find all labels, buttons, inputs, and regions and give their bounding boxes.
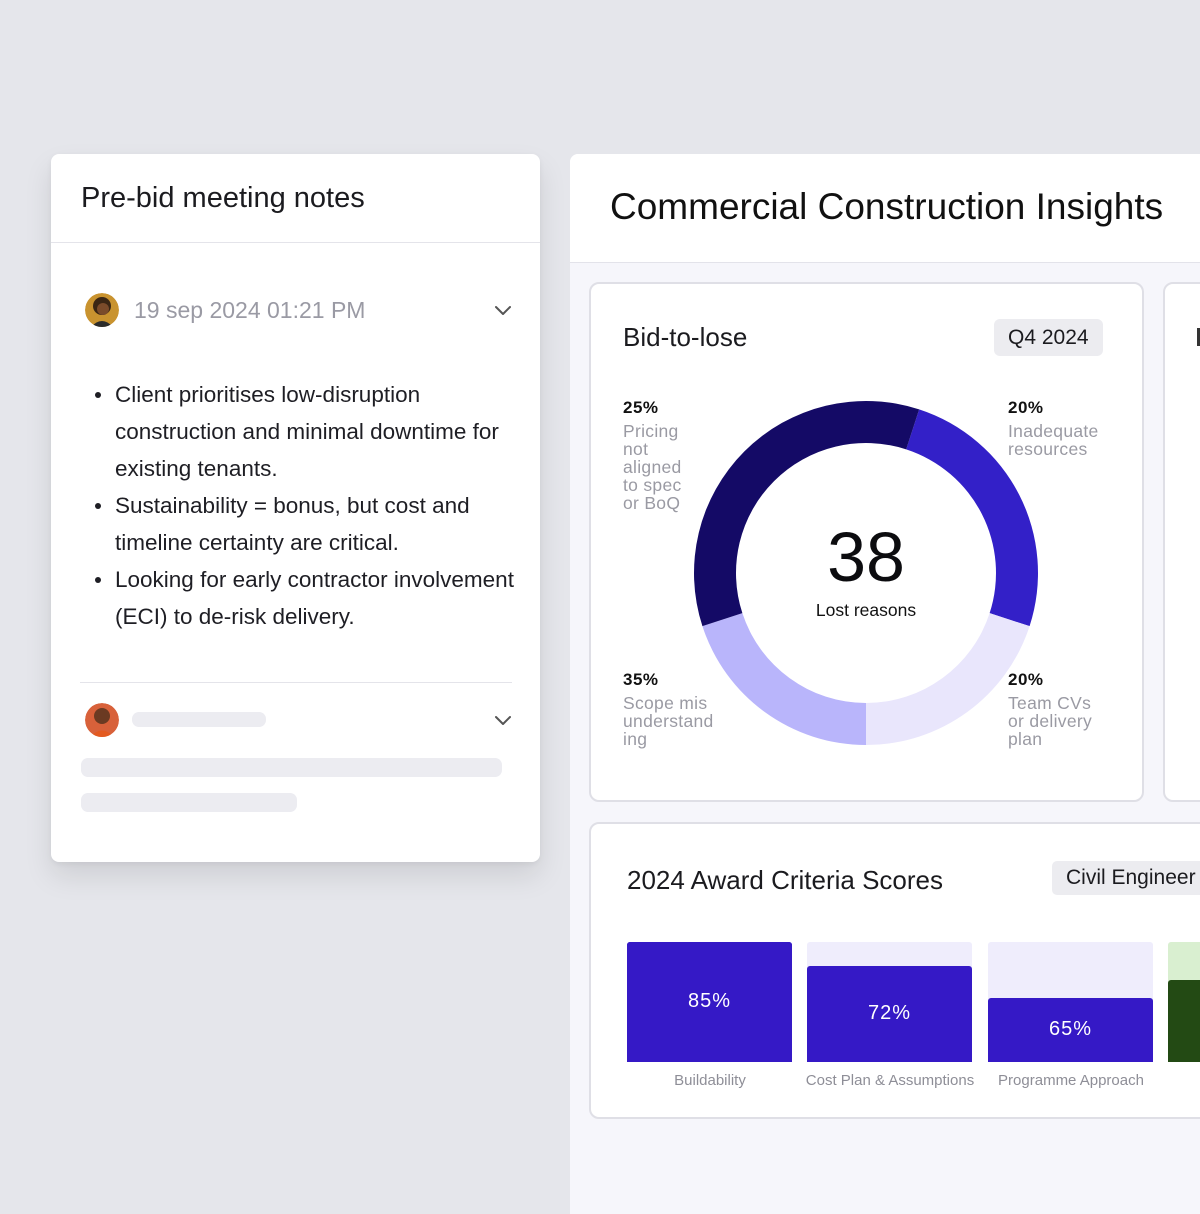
bar[interactable]: 85% [627,942,792,1062]
chevron-down-icon[interactable] [491,708,515,732]
loading-placeholder [81,758,502,777]
award-scores-card: 2024 Award Criteria Scores Civil Enginee… [589,822,1200,1119]
bar-track: 72% [807,942,972,1062]
divider [80,682,512,683]
bar-value-label: 85% [687,990,732,1012]
slice-label: Inadequate resources [1008,421,1099,459]
slice-pct: 20% [1008,398,1044,417]
note-bullet: Client prioritises low-disruption constr… [95,376,535,487]
note-entry-header[interactable]: 19 sep 2024 01:21 PM [85,290,515,330]
bid-to-lose-card: Bid-to-lose Q4 2024 38 Lost reasons 25% … [589,282,1144,802]
slice-pct: 20% [1008,670,1044,689]
bar-value-label: 65% [1048,1018,1093,1040]
side-card [1163,282,1200,802]
insights-header: Commercial Construction Insights [570,154,1200,263]
bar-value-label: 72% [867,1002,912,1024]
bar-track [1168,942,1200,1062]
note-bullet: Sustainability = bonus, but cost and tim… [95,487,535,561]
bar[interactable]: 65% [988,998,1153,1062]
donut-slice[interactable] [906,409,1038,627]
slice-pct: 25% [623,398,659,417]
card-title: Bid-to-lose [623,322,748,352]
period-selector[interactable]: Q4 2024 [994,319,1103,356]
note-entry-header-collapsed[interactable] [85,700,515,740]
category-filter[interactable]: Civil Engineer [1052,861,1200,895]
loading-placeholder [132,712,266,727]
bar-category-label: Cost Plan & Assumptions [805,1072,975,1089]
card-title: 2024 Award Criteria Scores [627,865,944,895]
notes-card: Pre-bid meeting notes 19 sep 2024 01:21 … [51,154,540,862]
avatar [85,703,119,737]
avatar [85,293,119,327]
donut-center-label: Lost reasons [815,600,917,620]
note-timestamp: 19 sep 2024 01:21 PM [134,297,366,323]
bar-category-label: Programme Approach [998,1072,1144,1089]
note-bullets: Client prioritises low-disruption constr… [95,376,535,635]
insights-title: Commercial Construction Insights [610,186,1164,227]
bar[interactable]: 72% [807,966,972,1062]
bar-track: 65% [988,942,1153,1062]
donut-slice[interactable] [702,613,866,745]
donut-slice[interactable] [694,401,920,627]
donut-center-value: 38 [827,518,905,596]
notes-header: Pre-bid meeting notes [51,154,540,243]
bar-category-label: Buildability [674,1072,746,1089]
loading-placeholder [81,793,297,812]
insights-panel: Commercial Construction Insights Bid-to-… [570,154,1200,1214]
slice-label: Pricing not aligned to spec or BoQ [623,421,682,513]
bar-track: 85% [627,942,792,1062]
slice-label: Team CVs or delivery plan [1008,693,1093,749]
note-bullet: Looking for early contractor involvement… [95,561,535,635]
bar[interactable] [1168,980,1200,1062]
chevron-down-icon[interactable] [491,298,515,322]
notes-title: Pre-bid meeting notes [81,182,365,214]
donut-slice[interactable] [866,613,1030,745]
donut-chart [694,401,1038,745]
slice-pct: 35% [623,670,659,689]
slice-label: Scope misunderstanding [623,693,714,749]
